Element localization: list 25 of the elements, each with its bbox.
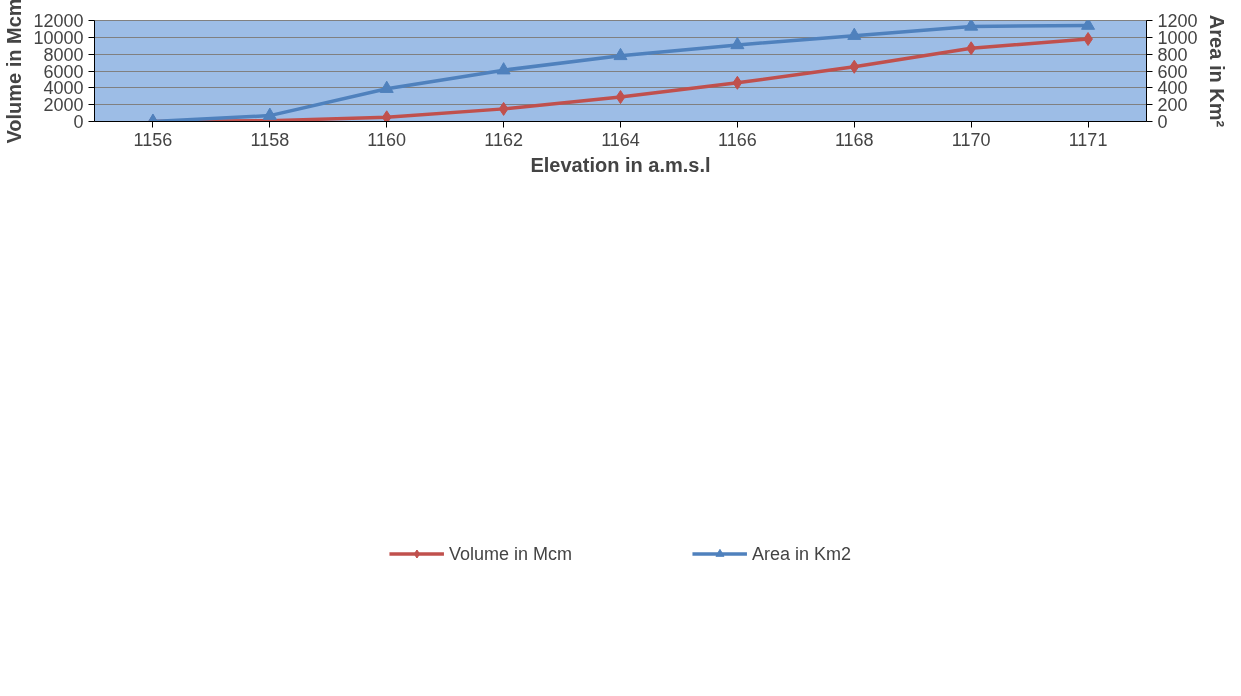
point	[849, 59, 860, 74]
x-tick-label: 1158	[250, 129, 290, 150]
x-tick-label: 1168	[834, 129, 874, 150]
y2-axis-title: Area in Km²	[1205, 14, 1228, 128]
legend-label: Volume in Mcm	[448, 543, 572, 565]
x-tick-label: 1160	[367, 129, 407, 150]
point	[498, 101, 509, 116]
point	[732, 75, 743, 90]
point	[613, 47, 628, 61]
x-tick-label: 1156	[133, 129, 173, 150]
x-tick-label: 1170	[951, 129, 991, 150]
point	[847, 27, 862, 40]
point	[964, 20, 979, 31]
y-axis-title: Volume in Mcm	[3, 0, 26, 144]
x-tick-label: 1162	[484, 129, 523, 150]
point	[379, 80, 394, 93]
x-tick-label: 1166	[718, 129, 757, 150]
point	[496, 62, 511, 75]
x-axis-title: Elevation in a.m.s.l	[530, 153, 711, 176]
point	[615, 90, 626, 105]
point	[730, 36, 745, 50]
point	[262, 107, 277, 120]
legend-label: Area in Km2	[752, 543, 852, 565]
x-tick-label: 1164	[601, 129, 640, 150]
x-tick-label: 1171	[1068, 129, 1108, 150]
